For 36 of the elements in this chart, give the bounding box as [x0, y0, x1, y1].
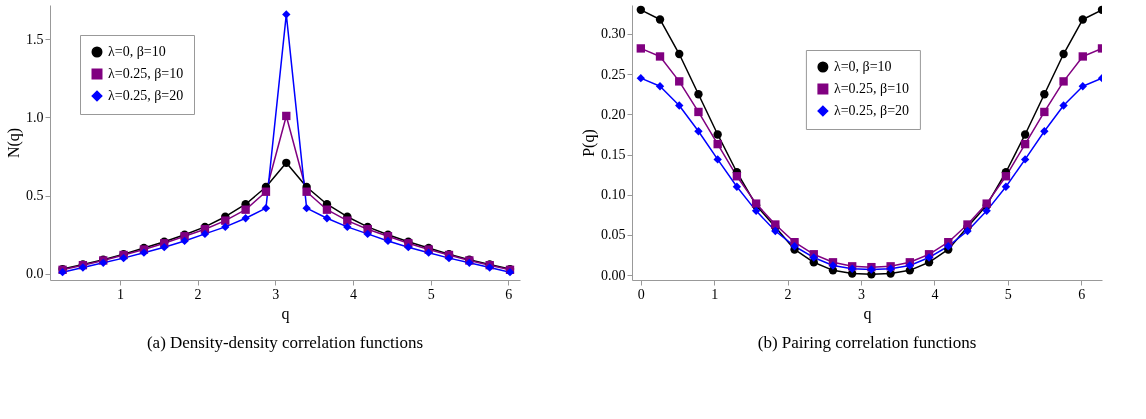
y-tick-label: 0.00 [601, 267, 626, 283]
legend-label: λ=0.25, β=20 [108, 88, 184, 103]
x-tick-label: 5 [1004, 286, 1012, 302]
y-tick-label: 1.5 [26, 31, 44, 47]
y-tick-label: 0.15 [601, 147, 626, 163]
y-tick-label: 0.05 [601, 227, 626, 243]
y-axis-title: N(q) [5, 127, 23, 159]
x-tick-label: 1 [711, 286, 719, 302]
text: (a) Density-density correlation functions [146, 333, 424, 352]
y-tick-label: 0.0 [26, 266, 44, 282]
x-tick-label: 4 [931, 286, 939, 302]
x-tick-label: 1 [116, 286, 124, 302]
x-tick-label: 2 [784, 286, 792, 302]
y-tick-label: 0.10 [601, 187, 626, 203]
y-tick-label: 1.0 [26, 110, 44, 125]
x-tick-label: 6 [1078, 286, 1086, 302]
x-tick-label: 4 [349, 286, 357, 302]
x-tick-label: 6 [505, 286, 513, 302]
x-tick-label: 5 [427, 286, 435, 302]
legend-label: λ=0.25, β=10 [108, 66, 184, 81]
x-tick-label: 3 [858, 286, 866, 302]
legend-label: λ=0.25, β=10 [833, 81, 910, 96]
x-tick-label: 3 [272, 286, 280, 302]
legend-label: λ=0, β=10 [833, 59, 892, 74]
y-tick-label: 0.30 [601, 26, 626, 42]
y-tick-label: 0.25 [601, 66, 626, 82]
x-axis-title: q [863, 304, 872, 323]
x-tick-label: 2 [194, 286, 202, 302]
y-tick-label: 0.5 [26, 188, 44, 204]
y-axis-title: P(q) [580, 129, 598, 157]
legend-label: λ=0, β=10 [108, 44, 166, 59]
x-axis-title: q [281, 304, 290, 323]
text: (b) Pairing correlation functions [757, 333, 977, 352]
x-tick-label: 0 [637, 286, 645, 302]
y-tick-label: 0.20 [601, 106, 626, 122]
legend-label: λ=0.25, β=20 [833, 103, 910, 118]
